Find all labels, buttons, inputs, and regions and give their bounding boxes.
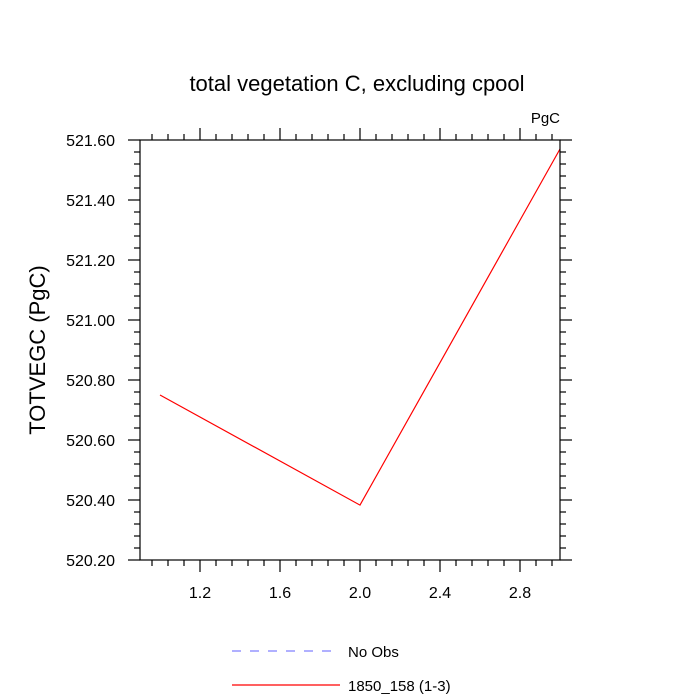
series-lines [159, 148, 561, 506]
y-tick-label: 521.20 [66, 253, 115, 270]
plot-frame [139, 139, 561, 561]
x-tick-label: 2.0 [349, 585, 371, 602]
x-tick-labels: 1.2 1.6 2.0 2.4 2.8 [189, 585, 531, 602]
x-tick-label: 1.6 [269, 585, 291, 602]
x-tick-label: 2.8 [509, 585, 531, 602]
chart-title: total vegetation C, excluding cpool [189, 71, 524, 96]
units-label: PgC [531, 110, 560, 127]
legend: No Obs 1850_158 (1-3) [232, 644, 451, 695]
legend-label-1850-158: 1850_158 (1-3) [348, 678, 451, 695]
y-tick-label: 521.00 [66, 313, 115, 330]
series-line-1 [159, 148, 561, 506]
y-axis-label: TOTVEGC (PgC) [25, 265, 50, 435]
y-tick-label: 520.60 [66, 433, 115, 450]
y-tick-label: 520.40 [66, 493, 115, 510]
y-tick-label: 521.60 [66, 133, 115, 150]
major-ticks [128, 128, 572, 572]
y-tick-label: 520.80 [66, 373, 115, 390]
x-tick-label: 1.2 [189, 585, 211, 602]
y-tick-label: 521.40 [66, 193, 115, 210]
legend-label-no-obs: No Obs [348, 644, 399, 661]
y-tick-labels: 520.20 520.40 520.60 520.80 521.00 521.20 521.… [66, 133, 115, 570]
x-tick-label: 2.4 [429, 585, 451, 602]
minor-ticks [134, 134, 566, 566]
y-tick-label: 520.20 [66, 553, 115, 570]
